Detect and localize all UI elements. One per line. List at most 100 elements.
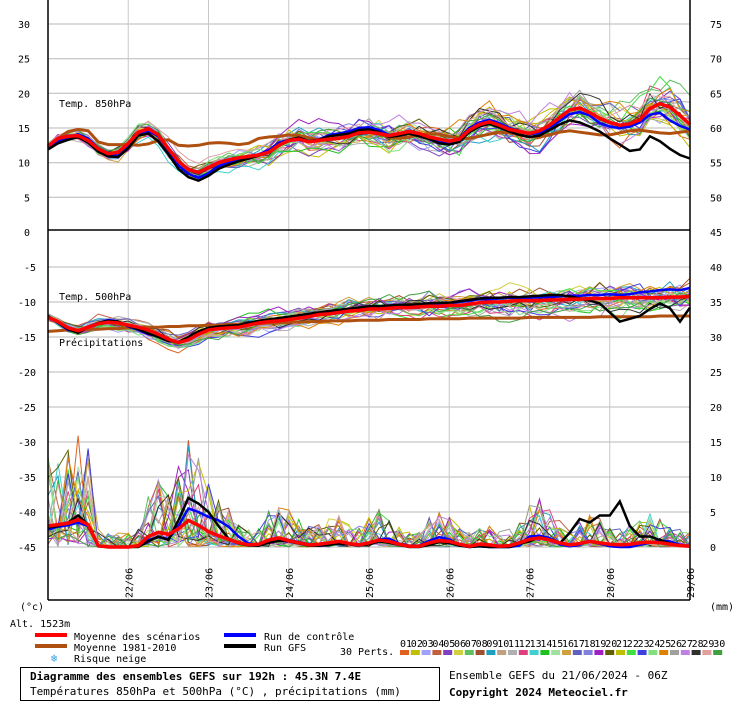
pert-number: 23 xyxy=(638,639,650,650)
pert-swatch xyxy=(551,650,561,655)
tick-right-lower: 5 xyxy=(710,508,716,519)
snowflake-icon: ❄ xyxy=(51,652,58,665)
pert-swatch xyxy=(702,650,712,655)
legend-gfs: Run GFS xyxy=(264,643,306,654)
pert-swatch xyxy=(529,650,539,655)
tick-x: 27/06 xyxy=(526,568,537,598)
tick-left-upper: 30 xyxy=(18,20,30,31)
pert-number: 25 xyxy=(659,639,671,650)
tick-left-lower: -15 xyxy=(18,333,36,344)
pert-number: 14 xyxy=(540,639,552,650)
pert-number: 10 xyxy=(497,639,509,650)
t500-climate-line xyxy=(47,314,690,333)
pert-number: 29 xyxy=(702,639,714,650)
pert-swatch xyxy=(691,650,701,655)
tick-x: 24/06 xyxy=(285,568,296,598)
axes xyxy=(47,0,691,601)
tick-left-upper: 20 xyxy=(18,89,30,100)
pert-number: 01 xyxy=(400,639,412,650)
pert-number: 15 xyxy=(551,639,563,650)
label-t850: Temp. 850hPa xyxy=(59,99,131,110)
tick-left-lower: -25 xyxy=(18,403,36,414)
pert-swatch xyxy=(637,650,647,655)
tick-right-lower: 35 xyxy=(710,298,722,309)
legend-mean: Moyenne des scénarios xyxy=(74,631,200,643)
tick-left-lower: -20 xyxy=(18,368,36,379)
tick-left-lower: -30 xyxy=(18,438,36,449)
main-series xyxy=(46,101,692,549)
pert-number: 18 xyxy=(584,639,596,650)
pert-number: 09 xyxy=(486,639,498,650)
legend-snow: Risque neige xyxy=(74,654,146,665)
pert-swatch xyxy=(432,650,442,655)
pert-number: 11 xyxy=(508,639,520,650)
pert-number: 27 xyxy=(681,639,693,650)
legend: Moyenne des scénarios Moyenne 1981-2010 … xyxy=(35,631,725,665)
pert-swatch xyxy=(562,650,571,655)
tick-x: 26/06 xyxy=(445,568,456,598)
pert-number: 28 xyxy=(692,639,704,650)
footer-box: Diagramme des ensembles GEFS sur 192h : … xyxy=(20,667,440,701)
legend-control: Run de contrôle xyxy=(264,631,354,643)
tick-right-lower: 40 xyxy=(710,263,722,274)
pert-number: 07 xyxy=(465,639,477,650)
legend-swatch-control xyxy=(224,633,256,637)
pert-number: 04 xyxy=(432,639,444,650)
copyright: Copyright 2024 Meteociel.fr xyxy=(449,686,628,699)
tick-right-upper: 45 xyxy=(710,228,722,239)
pert-swatch xyxy=(475,650,485,655)
tick-right-lower: 30 xyxy=(710,333,722,344)
pert-swatch xyxy=(540,650,550,655)
pert-swatch xyxy=(583,650,593,655)
member-t850-30 xyxy=(47,97,691,174)
pert-number: 12 xyxy=(519,639,531,650)
pert-number: 05 xyxy=(443,639,455,650)
tick-left-upper: 25 xyxy=(18,55,30,66)
tick-right-upper: 60 xyxy=(710,124,722,135)
tick-right-upper: 75 xyxy=(710,20,722,31)
pert-swatch xyxy=(443,650,453,655)
tick-left-lower: -5 xyxy=(24,263,36,274)
tick-right-lower: 15 xyxy=(710,438,722,449)
tick-right-upper: 50 xyxy=(710,193,722,204)
pert-number: 24 xyxy=(648,639,660,650)
pert-number: 02 xyxy=(411,639,423,650)
tick-left-lower: -40 xyxy=(18,508,36,519)
pert-swatch xyxy=(454,650,463,655)
tick-left-upper: 10 xyxy=(18,159,30,170)
legend-swatch-climate xyxy=(35,644,67,648)
pert-swatch xyxy=(713,650,723,655)
t850-mean-line xyxy=(46,101,692,175)
pert-swatch xyxy=(486,650,496,655)
tick-x: 23/06 xyxy=(205,568,216,598)
legend-perts: 30 Perts. xyxy=(340,647,394,658)
pert-number: 30 xyxy=(713,639,725,650)
legend-swatch-gfs xyxy=(224,644,256,648)
legend-climate: Moyenne 1981-2010 xyxy=(74,643,176,654)
legend-swatch-mean xyxy=(35,633,67,637)
tick-labels: 30252015105075706560555045-5-10-15-20-25… xyxy=(18,20,722,598)
tick-right-upper: 55 xyxy=(710,159,722,170)
pert-number: 21 xyxy=(616,639,628,650)
tick-left-lower: -45 xyxy=(18,543,36,554)
pert-number: 08 xyxy=(476,639,488,650)
tick-right-lower: 0 xyxy=(710,543,716,554)
tick-left-upper: 0 xyxy=(24,228,30,239)
pert-swatch xyxy=(508,650,517,655)
tick-right-lower: 25 xyxy=(710,368,722,379)
tick-x: 25/06 xyxy=(365,568,376,598)
tick-left-lower: -35 xyxy=(18,473,36,484)
tick-x: 22/06 xyxy=(124,568,135,598)
pert-swatch xyxy=(497,650,507,655)
pert-number: 03 xyxy=(422,639,434,650)
precip-mean-line xyxy=(47,517,691,549)
tick-left-upper: 15 xyxy=(18,124,30,135)
label-precip: Précipitations xyxy=(59,337,143,349)
tick-left-upper: 5 xyxy=(24,193,30,204)
footer-subtitle: Températures 850hPa et 500hPa (°C) , pré… xyxy=(30,685,401,698)
tick-left-lower: -10 xyxy=(18,298,36,309)
pert-swatch xyxy=(605,650,615,655)
pert-swatch xyxy=(626,650,636,655)
